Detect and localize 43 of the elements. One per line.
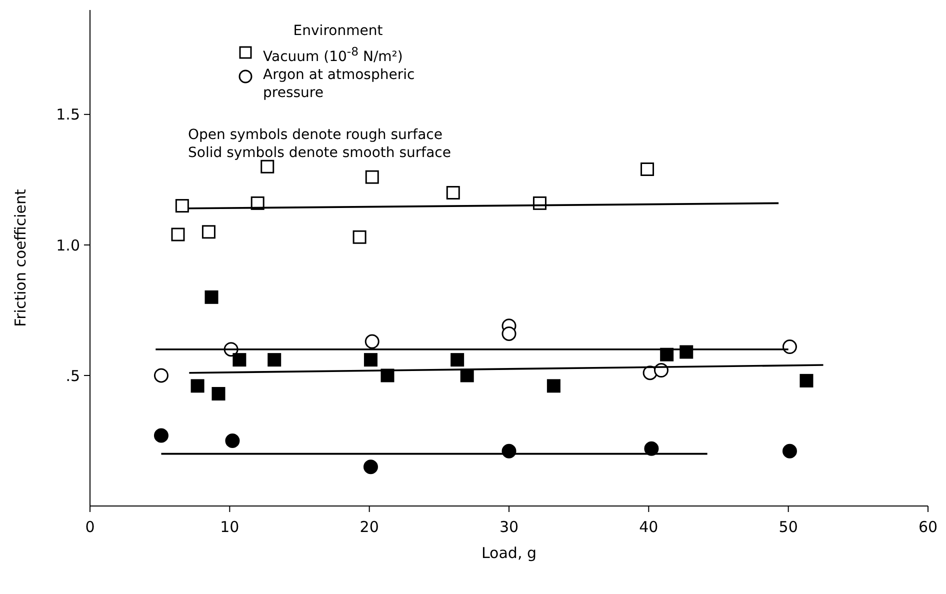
y-tick-label: 1.5 — [56, 106, 80, 124]
point — [363, 460, 378, 474]
point — [546, 379, 560, 393]
y-axis-title: Friction coefficient — [11, 188, 30, 327]
point — [175, 199, 189, 213]
point — [171, 228, 185, 242]
legend-label: Argon at atmospheric pressure — [263, 66, 415, 101]
point — [212, 386, 226, 400]
x-axis-title: Load, g — [481, 544, 537, 562]
point — [364, 334, 380, 349]
point — [154, 368, 168, 383]
x-tick-label: 30 — [499, 518, 519, 536]
point — [782, 444, 797, 458]
x-tick-label: 60 — [918, 518, 938, 536]
point — [782, 340, 797, 354]
point — [154, 428, 168, 443]
x-tick-label: 40 — [639, 518, 658, 536]
point — [364, 353, 378, 367]
legend-label: Vacuum (10$^{-8}$ N/m²) — [263, 44, 403, 65]
x-tick-label: 0 — [85, 518, 95, 536]
point — [502, 326, 516, 341]
point — [190, 379, 204, 393]
point — [202, 225, 216, 239]
point — [204, 290, 218, 304]
point — [800, 374, 814, 388]
point — [450, 353, 464, 367]
y-tick-label: .5 — [66, 366, 80, 385]
point — [225, 433, 240, 448]
point — [446, 186, 460, 200]
point — [232, 353, 246, 367]
point — [640, 162, 654, 176]
x-tick-label: 10 — [220, 518, 240, 536]
legend-title: Environment — [293, 23, 383, 39]
x-tick-label: 20 — [360, 518, 379, 536]
y-tick-label: 1.0 — [56, 236, 80, 254]
point — [644, 441, 659, 456]
annotation: Open symbols denote rough surface — [188, 126, 442, 143]
x-tick-label: 50 — [778, 518, 798, 536]
point — [365, 170, 379, 184]
point — [268, 353, 282, 367]
point — [352, 230, 366, 244]
annotation: Solid symbols denote smooth surface — [188, 144, 451, 161]
point — [260, 160, 274, 174]
